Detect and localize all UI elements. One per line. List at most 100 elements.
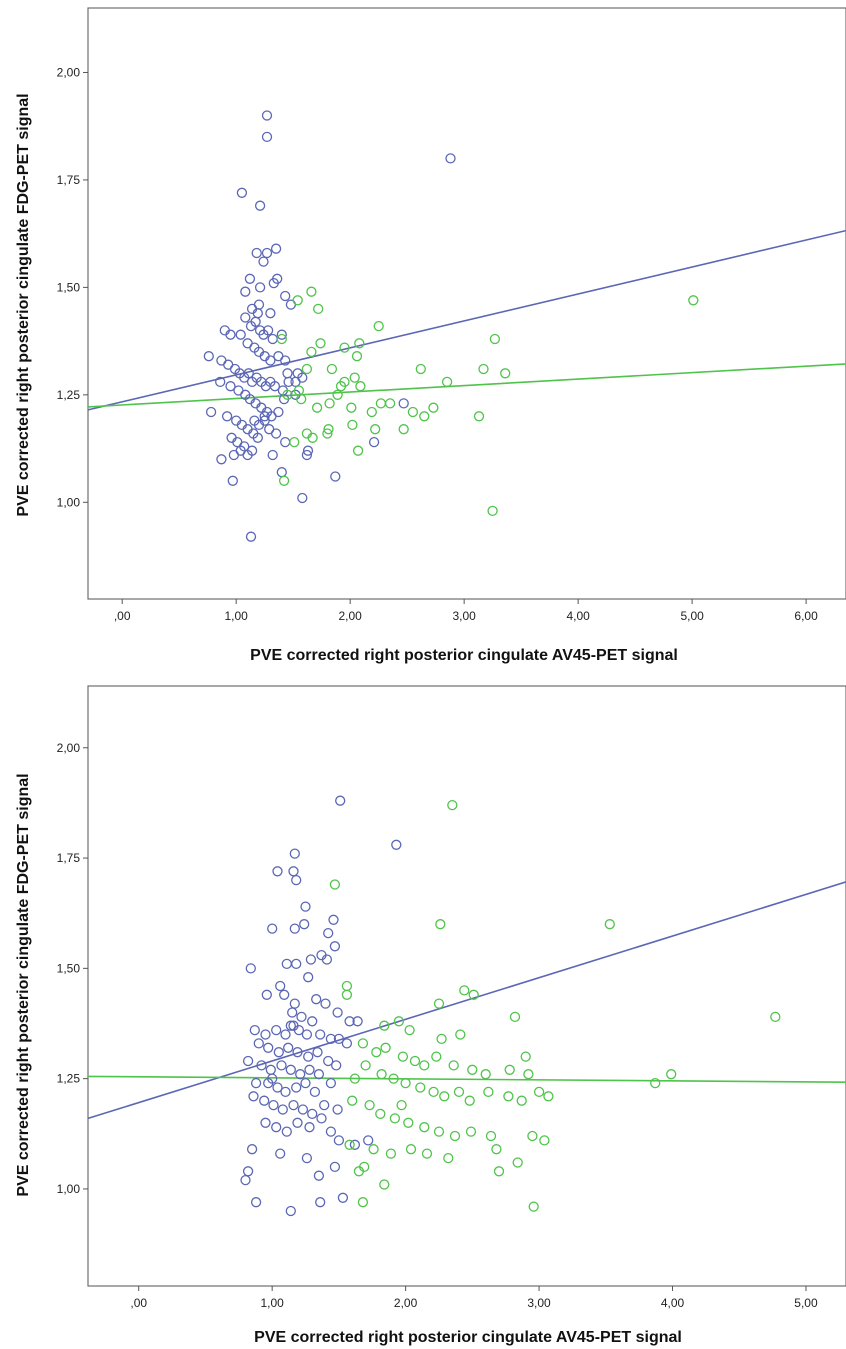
data-point	[329, 941, 341, 952]
data-point	[299, 919, 310, 930]
data-point	[332, 389, 343, 400]
data-point	[397, 1051, 409, 1062]
data-point	[349, 1073, 361, 1084]
data-point	[331, 1060, 342, 1071]
data-point	[688, 295, 699, 306]
data-point	[203, 351, 214, 362]
data-point	[604, 919, 615, 930]
data-point	[770, 1011, 781, 1023]
data-point	[285, 1064, 296, 1075]
data-point	[344, 1139, 355, 1150]
fit-lines	[87, 229, 846, 411]
data-point	[464, 1095, 475, 1106]
data-point	[245, 963, 256, 974]
data-point	[278, 475, 290, 486]
data-point	[302, 445, 314, 456]
data-point	[291, 958, 302, 970]
data-point	[337, 1192, 349, 1203]
data-point	[267, 923, 278, 934]
data-point	[300, 901, 311, 912]
data-point	[281, 1126, 292, 1137]
data-point	[307, 1016, 318, 1027]
data-point	[332, 1007, 343, 1018]
data-point	[407, 406, 419, 418]
points	[203, 110, 699, 542]
plot-frame	[87, 685, 846, 1287]
data-point	[296, 393, 307, 405]
data-point	[235, 329, 246, 340]
data-point	[256, 1060, 267, 1071]
data-point	[244, 273, 256, 284]
data-point	[263, 1042, 274, 1053]
data-point	[309, 1086, 321, 1098]
data-point	[262, 325, 274, 336]
data-point	[379, 1020, 390, 1031]
data-point	[289, 923, 300, 934]
data-point	[246, 1144, 258, 1155]
data-point	[240, 1174, 251, 1186]
data-point	[396, 1099, 407, 1111]
data-point	[254, 282, 266, 293]
data-point	[250, 1077, 262, 1089]
data-point	[468, 989, 479, 1000]
data-point	[419, 411, 430, 422]
data-point	[400, 1077, 411, 1089]
data-point	[415, 1082, 426, 1093]
x-ticks: ,00 1,00 2,00 3,00 4,00 5,00 6,00	[114, 599, 818, 623]
data-point	[319, 1099, 330, 1111]
data-point	[321, 954, 333, 965]
data-point	[459, 985, 470, 996]
data-point	[287, 1007, 298, 1018]
x-tick-label: 4,00	[566, 609, 590, 623]
data-point	[272, 866, 283, 877]
data-point	[242, 1055, 254, 1067]
data-point	[435, 919, 446, 930]
data-point	[453, 1086, 465, 1098]
data-point	[250, 1197, 262, 1208]
data-point	[225, 381, 236, 392]
x-tick-label: 6,00	[794, 609, 818, 623]
data-point	[316, 1113, 327, 1124]
data-point	[403, 1117, 414, 1128]
fit-line	[87, 363, 846, 408]
data-point	[364, 1099, 375, 1111]
data-point	[326, 363, 338, 375]
data-point	[431, 1051, 442, 1062]
data-point	[512, 1157, 523, 1168]
data-point	[523, 1069, 534, 1080]
x-tick-label: 5,00	[794, 1296, 818, 1310]
data-point	[449, 1130, 461, 1142]
y-tick-label: 1,25	[57, 1072, 81, 1086]
data-point	[504, 1064, 515, 1075]
data-point	[520, 1051, 531, 1062]
data-point	[650, 1077, 661, 1089]
data-point	[328, 914, 339, 925]
data-point	[289, 848, 300, 859]
data-point	[295, 1069, 306, 1080]
data-point	[252, 432, 263, 443]
data-point	[379, 1179, 390, 1190]
data-point	[349, 372, 360, 383]
data-point	[205, 406, 217, 418]
y-tick-label: 1,75	[57, 173, 81, 187]
data-point	[291, 874, 302, 886]
data-point	[288, 1099, 299, 1111]
data-point	[279, 989, 290, 1000]
data-point	[447, 799, 458, 811]
y-tick-label: 1,00	[57, 1182, 81, 1196]
data-point	[303, 972, 314, 983]
fit-lines	[87, 881, 846, 1120]
x-tick-label: 2,00	[394, 1296, 418, 1310]
data-point	[301, 1152, 313, 1164]
data-point	[478, 363, 489, 375]
y-ticks: 1,00 1,25 1,50 1,75 2,00	[57, 65, 88, 509]
scatter-chart-top: ,00 1,00 2,00 3,00 4,00 5,00 6,00 1,00 1,25 1,50…	[15, 7, 846, 664]
data-point	[433, 1126, 445, 1137]
data-point	[300, 1077, 311, 1089]
data-point	[216, 454, 227, 465]
data-point	[419, 1122, 430, 1133]
y-tick-label: 1,75	[57, 851, 81, 865]
x-tick-label: ,00	[114, 609, 131, 623]
data-point	[428, 402, 439, 413]
data-point	[288, 1020, 299, 1031]
